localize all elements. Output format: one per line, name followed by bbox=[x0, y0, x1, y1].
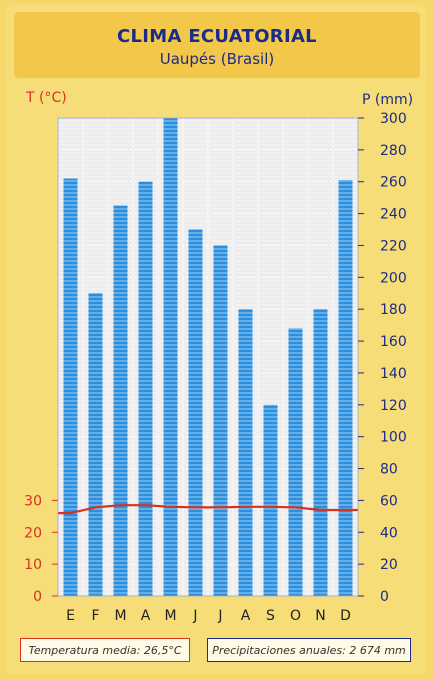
right-tick-label: 220 bbox=[380, 238, 407, 254]
right-tick-label: 180 bbox=[380, 302, 407, 318]
month-label: S bbox=[266, 608, 275, 624]
title-banner bbox=[14, 12, 420, 78]
right-tick-label: 40 bbox=[380, 525, 398, 541]
legend-precipitation: Precipitaciones anuales: 2 674 mm bbox=[207, 638, 411, 662]
right-tick-label: 300 bbox=[380, 111, 407, 127]
left-tick-label: 20 bbox=[24, 525, 42, 541]
month-label: A bbox=[241, 608, 251, 624]
month-label: E bbox=[66, 608, 75, 624]
month-label: O bbox=[290, 608, 301, 624]
temperature-line bbox=[58, 504, 358, 515]
month-label: M bbox=[164, 608, 176, 624]
legend-precipitation-text: Precipitaciones anuales: 2 674 mm bbox=[212, 643, 406, 657]
precipitation-bar bbox=[288, 328, 303, 596]
right-tick-label: 260 bbox=[380, 175, 407, 191]
plot-border bbox=[57, 117, 359, 597]
month-label: M bbox=[114, 608, 126, 624]
left-tick-label: 10 bbox=[24, 557, 42, 573]
month-label: F bbox=[91, 608, 99, 624]
right-tick-label: 240 bbox=[380, 207, 407, 223]
month-label: J bbox=[217, 608, 222, 624]
month-label: N bbox=[315, 608, 325, 624]
right-tick-label: 120 bbox=[380, 398, 407, 414]
right-tick-label: 280 bbox=[380, 143, 407, 159]
right-tick-label: 80 bbox=[380, 462, 398, 478]
right-tick-label: 20 bbox=[380, 557, 398, 573]
month-label: J bbox=[192, 608, 197, 624]
right-tick-label: 100 bbox=[380, 430, 407, 446]
right-tick-label: 60 bbox=[380, 493, 398, 509]
chart-subtitle: Uaupés (Brasil) bbox=[159, 50, 275, 68]
right-tick-label: 160 bbox=[380, 334, 407, 350]
right-tick-label: 140 bbox=[380, 366, 407, 382]
month-label: D bbox=[340, 608, 351, 624]
right-tick-label: 0 bbox=[380, 589, 389, 605]
month-label: A bbox=[141, 608, 151, 624]
precipitation-bar bbox=[338, 180, 353, 596]
left-tick-label: 0 bbox=[33, 589, 42, 605]
right-axis-label: P (mm) bbox=[362, 92, 414, 108]
legend-temperature: Temperatura media: 26,5°C bbox=[20, 638, 190, 662]
precipitation-bar bbox=[63, 178, 78, 596]
chart-title: CLIMA ECUATORIAL bbox=[117, 26, 317, 47]
right-tick-label: 200 bbox=[380, 270, 407, 286]
left-axis-label: T (°C) bbox=[26, 90, 67, 106]
legend-temperature-text: Temperatura media: 26,5°C bbox=[28, 643, 182, 657]
left-tick-label: 30 bbox=[24, 493, 42, 509]
